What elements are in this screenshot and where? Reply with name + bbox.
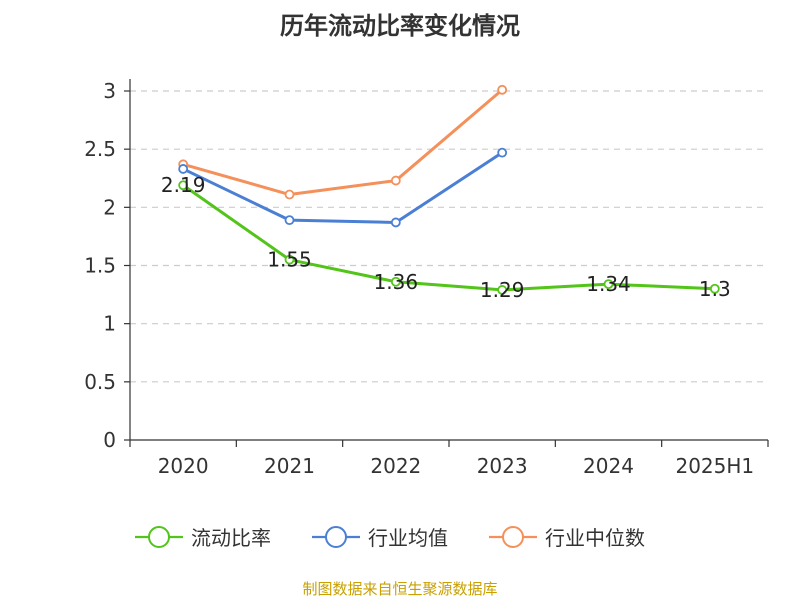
x-tick-label: 2024 xyxy=(583,454,634,478)
legend-item-label[interactable]: 行业均值 xyxy=(368,526,448,550)
data-point xyxy=(178,180,189,191)
data-point xyxy=(390,276,401,287)
legend-item-label[interactable]: 行业中位数 xyxy=(545,526,645,550)
y-tick-label: 3 xyxy=(103,79,116,103)
data-label: 1.55 xyxy=(267,248,312,272)
data-label: 1.34 xyxy=(586,272,631,296)
data-label: 1.36 xyxy=(374,270,419,294)
data-point xyxy=(284,254,295,265)
series-line xyxy=(182,151,503,224)
legend-item-label[interactable]: 流动比率 xyxy=(191,526,271,550)
series-line xyxy=(182,88,504,197)
data-point xyxy=(497,285,508,295)
legend-marker-icon[interactable] xyxy=(148,526,170,548)
legend-marker-icon[interactable] xyxy=(502,526,524,548)
chart-title: 历年流动比率变化情况 xyxy=(280,12,520,40)
data-point xyxy=(709,283,720,294)
y-tick-label: 0.5 xyxy=(84,370,116,394)
source-note: 制图数据来自恒生聚源数据库 xyxy=(302,580,498,598)
data-label: 2.19 xyxy=(161,173,206,197)
y-tick-label: 0 xyxy=(103,428,116,452)
data-point xyxy=(284,215,295,226)
y-tick-label: 2.5 xyxy=(84,137,116,161)
y-tick-label: 1 xyxy=(103,312,116,336)
data-label: 1.3 xyxy=(699,277,731,301)
x-tick-label: 2022 xyxy=(370,454,421,478)
x-tick-label: 2023 xyxy=(477,454,528,478)
data-point xyxy=(497,84,508,95)
data-point xyxy=(603,279,614,290)
legend-marker-icon[interactable] xyxy=(325,526,347,548)
data-point xyxy=(390,217,401,228)
series-line xyxy=(182,184,715,292)
data-point xyxy=(178,164,189,174)
data-point xyxy=(497,147,508,158)
data-label: 1.29 xyxy=(480,278,525,302)
x-tick-label: 2020 xyxy=(158,454,209,478)
y-tick-label: 1.5 xyxy=(84,254,116,278)
data-point xyxy=(284,189,295,200)
x-tick-label: 2021 xyxy=(264,454,315,478)
y-tick-label: 2 xyxy=(103,195,116,219)
data-point xyxy=(390,175,401,186)
x-tick-label: 2025H1 xyxy=(675,454,754,478)
